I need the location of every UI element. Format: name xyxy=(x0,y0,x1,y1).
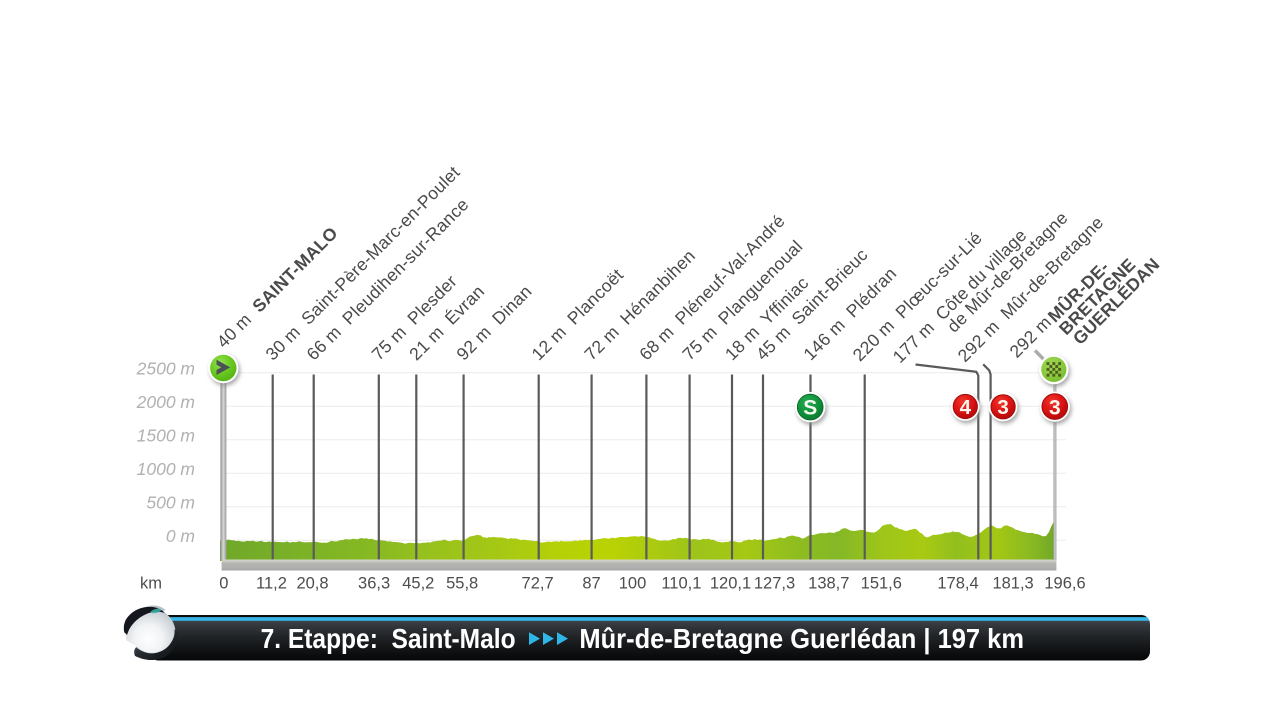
svg-text:3: 3 xyxy=(997,396,1008,419)
svg-text:Mûr-de-Bretagne Guerlédan | 19: Mûr-de-Bretagne Guerlédan | 197 km xyxy=(579,623,1024,654)
svg-text:181,3: 181,3 xyxy=(992,575,1033,593)
svg-text:120,1: 120,1 xyxy=(710,575,751,593)
svg-text:196,6: 196,6 xyxy=(1044,575,1085,593)
svg-text:36,3: 36,3 xyxy=(358,575,390,593)
svg-text:7. Etappe: Saint-Malo: 7. Etappe: Saint-Malo xyxy=(261,623,516,654)
svg-text:151,6: 151,6 xyxy=(861,575,902,593)
svg-text:3: 3 xyxy=(1049,396,1061,419)
svg-text:72,7: 72,7 xyxy=(522,575,554,593)
svg-text:178,4: 178,4 xyxy=(937,575,978,593)
svg-text:20,8: 20,8 xyxy=(296,575,328,593)
svg-text:45,2: 45,2 xyxy=(402,575,434,593)
svg-text:2000 m: 2000 m xyxy=(136,392,195,412)
svg-text:11,2: 11,2 xyxy=(256,575,287,593)
svg-text:127,3: 127,3 xyxy=(754,575,795,593)
svg-text:0: 0 xyxy=(219,575,228,593)
svg-text:138,7: 138,7 xyxy=(808,575,849,593)
svg-text:100: 100 xyxy=(619,575,647,593)
svg-text:1500 m: 1500 m xyxy=(137,426,195,446)
svg-text:4: 4 xyxy=(960,396,972,419)
svg-text:km: km xyxy=(140,575,162,593)
svg-text:87: 87 xyxy=(582,575,600,593)
svg-text:1000 m: 1000 m xyxy=(137,459,195,479)
svg-text:110,1: 110,1 xyxy=(661,575,701,593)
svg-text:0 m: 0 m xyxy=(166,526,195,546)
svg-text:500 m: 500 m xyxy=(146,493,195,513)
svg-text:S: S xyxy=(803,397,817,420)
svg-text:2500 m: 2500 m xyxy=(136,359,195,379)
svg-text:55,8: 55,8 xyxy=(446,575,478,593)
